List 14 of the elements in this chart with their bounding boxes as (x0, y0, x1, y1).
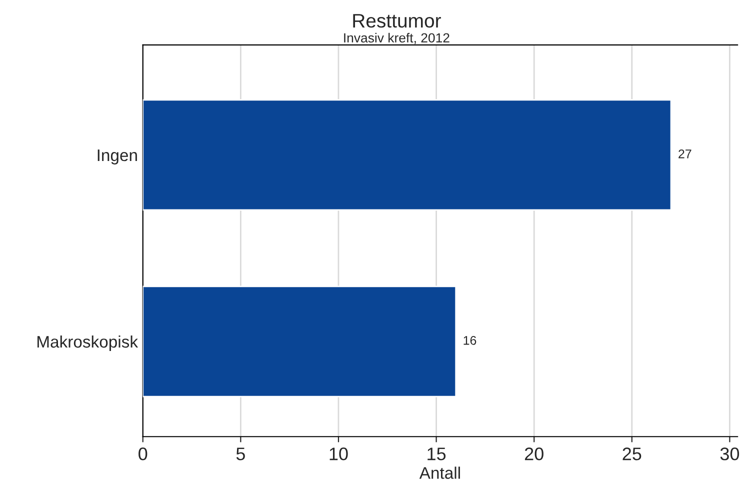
y-tick-label: Makroskopisk (38, 335, 138, 351)
data-label: 27 (678, 149, 692, 158)
x-tick-label: 10 (330, 448, 348, 460)
x-tick-label: 30 (720, 448, 740, 460)
x-tick-label: 5 (236, 448, 245, 460)
x-tick-label: 0 (138, 448, 148, 460)
x-tick-label: 15 (428, 448, 446, 460)
x-tick-label: 25 (622, 448, 642, 460)
chart-subtitle: Invasiv kreft, 2012 (344, 32, 450, 44)
x-tick-label: 20 (524, 448, 544, 460)
y-tick-label: Ingen (98, 150, 137, 164)
data-label: 16 (464, 336, 476, 345)
chart-title: Resttumor (353, 14, 441, 28)
x-axis-title: Antall (419, 466, 460, 479)
